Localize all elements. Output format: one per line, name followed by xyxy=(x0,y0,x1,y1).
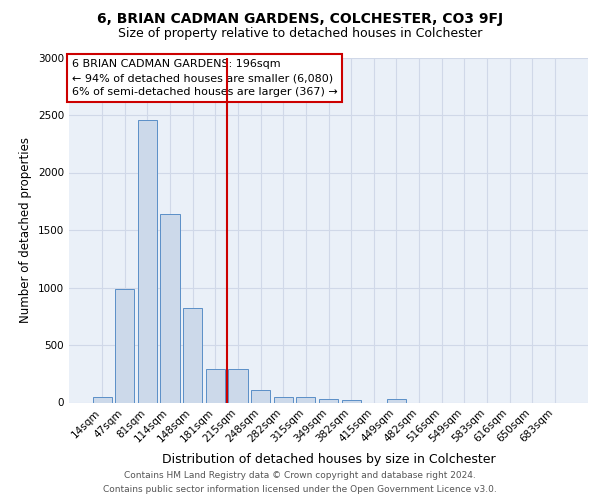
Bar xyxy=(206,369,225,402)
Bar xyxy=(92,397,112,402)
Text: 6 BRIAN CADMAN GARDENS: 196sqm
← 94% of detached houses are smaller (6,080)
6% o: 6 BRIAN CADMAN GARDENS: 196sqm ← 94% of … xyxy=(71,59,337,97)
X-axis label: Distribution of detached houses by size in Colchester: Distribution of detached houses by size … xyxy=(161,452,496,466)
Bar xyxy=(138,120,157,403)
Bar xyxy=(296,397,316,402)
Bar xyxy=(115,288,134,403)
Bar xyxy=(341,400,361,402)
Y-axis label: Number of detached properties: Number of detached properties xyxy=(19,137,32,323)
Text: Size of property relative to detached houses in Colchester: Size of property relative to detached ho… xyxy=(118,28,482,40)
Text: Contains HM Land Registry data © Crown copyright and database right 2024.
Contai: Contains HM Land Registry data © Crown c… xyxy=(103,472,497,494)
Bar xyxy=(274,397,293,402)
Bar xyxy=(387,399,406,402)
Bar xyxy=(229,369,248,402)
Bar xyxy=(183,308,202,402)
Bar xyxy=(251,390,270,402)
Text: 6, BRIAN CADMAN GARDENS, COLCHESTER, CO3 9FJ: 6, BRIAN CADMAN GARDENS, COLCHESTER, CO3… xyxy=(97,12,503,26)
Bar xyxy=(160,214,180,402)
Bar xyxy=(319,399,338,402)
